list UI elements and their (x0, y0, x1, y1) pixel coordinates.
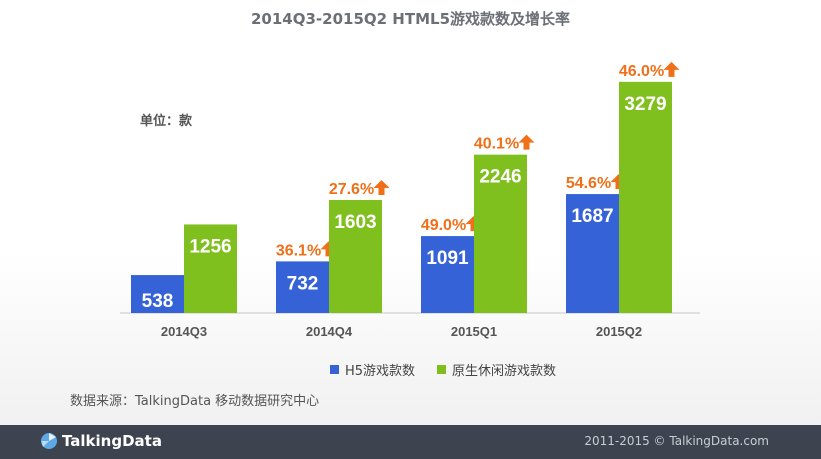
legend-item-h5: H5游戏款数 (330, 360, 415, 379)
bar-h5-2015Q1 (421, 236, 474, 313)
legend-label-h5: H5游戏款数 (345, 364, 416, 379)
value-label-native-2014Q4: 1603 (334, 212, 376, 233)
legend-label-native: 原生休闲游戏款数 (452, 364, 557, 379)
growth-label-native-2014Q4: 27.6% (329, 181, 374, 198)
unit-label: 单位：款 (140, 114, 193, 129)
legend-item-native: 原生休闲游戏款数 (437, 360, 556, 379)
growth-arrow-up-icon (465, 216, 482, 232)
bar-h5-2015Q2 (566, 194, 619, 313)
bar-native-2015Q2 (619, 81, 672, 313)
value-label-native-2015Q2: 3279 (624, 94, 666, 115)
growth-label-native-2015Q1: 40.1% (474, 136, 519, 153)
legend-swatch-native (437, 365, 447, 374)
data-source: 数据来源：TalkingData 移动数据研究中心 (70, 394, 320, 409)
growth-label-h5-2015Q2: 54.6% (566, 175, 611, 192)
talkingdata-logo: TalkingData (40, 432, 162, 450)
value-label-h5-2015Q2: 1687 (571, 206, 613, 227)
value-label-native-2015Q1: 2246 (479, 167, 521, 188)
copyright: 2011-2015 © TalkingData.com (584, 434, 769, 448)
value-label-h5-2015Q1: 1091 (426, 248, 469, 269)
logo-text: TalkingData (62, 432, 162, 450)
bar-native-2014Q4 (329, 199, 382, 313)
category-label-2014Q3: 2014Q3 (161, 324, 207, 339)
footer-bar: TalkingData 2011-2015 © TalkingData.com (0, 425, 821, 459)
growth-arrow-up-icon (320, 241, 337, 257)
growth-arrow-up-icon (373, 179, 390, 195)
growth-arrow-up-icon (610, 174, 627, 190)
value-label-h5-2014Q4: 732 (287, 273, 319, 294)
growth-label-native-2015Q2: 46.0% (619, 63, 664, 80)
category-label-2015Q1: 2015Q1 (451, 324, 497, 339)
category-label-2015Q2: 2015Q2 (596, 324, 642, 339)
bar-native-2014Q3 (184, 224, 237, 313)
logo-mark-icon (41, 433, 57, 449)
category-label-2014Q4: 2014Q4 (306, 324, 353, 339)
legend: H5游戏款数 原生休闲游戏款数 (330, 360, 578, 379)
growth-arrow-up-icon (663, 61, 680, 77)
bar-native-2015Q1 (474, 154, 527, 313)
growth-arrow-up-icon (518, 134, 535, 150)
bar-h5-2014Q3 (131, 275, 184, 313)
value-label-native-2014Q3: 1256 (189, 236, 231, 257)
legend-swatch-h5 (330, 365, 339, 374)
value-label-h5-2014Q3: 538 (142, 291, 174, 312)
growth-label-h5-2015Q1: 49.0% (421, 217, 466, 234)
growth-label-h5-2014Q4: 36.1% (276, 242, 321, 259)
bar-h5-2014Q4 (276, 261, 329, 313)
chart-title: 2014Q3-2015Q2 HTML5游戏款数及增长率 (250, 10, 571, 28)
bar-chart: 538 1256 2014Q3 732 36.1% 1603 27.6% 2014Q4 1091… (120, 61, 700, 339)
